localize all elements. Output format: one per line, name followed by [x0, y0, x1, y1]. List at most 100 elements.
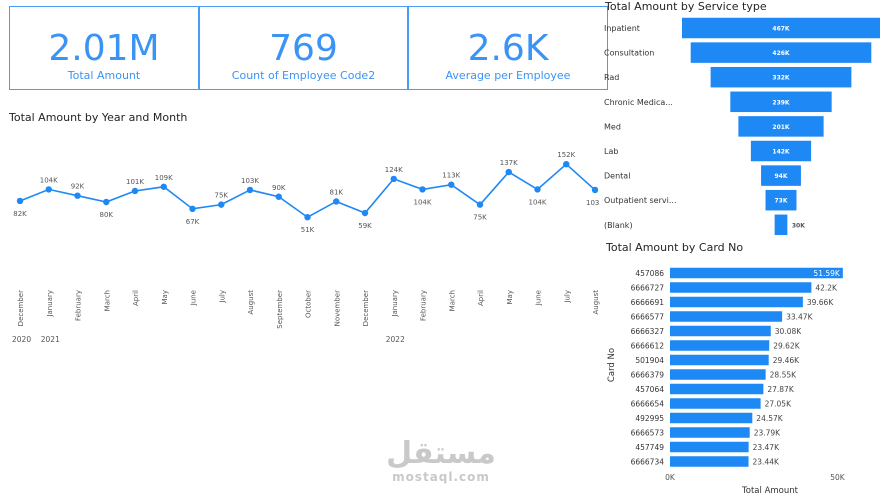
data-label: 332K	[772, 75, 790, 82]
data-point[interactable]	[160, 183, 167, 190]
x-tick-label: March	[103, 290, 111, 311]
x-tick-label: July	[563, 290, 571, 304]
data-label: 92K	[71, 183, 85, 191]
kpi-average-per-employee[interactable]: 2.6K Average per Employee	[408, 6, 608, 90]
data-point[interactable]	[591, 186, 599, 194]
funnel-bar[interactable]	[774, 214, 788, 236]
funnel-bar[interactable]	[682, 17, 880, 39]
bar[interactable]	[670, 369, 766, 380]
category-label: 6666654	[631, 400, 665, 409]
bar[interactable]	[670, 456, 749, 467]
kpi-employee-count[interactable]: 769 Count of Employee Code2	[199, 6, 408, 90]
bar[interactable]	[670, 267, 843, 279]
x-tick-label: May	[161, 290, 169, 304]
bar[interactable]	[670, 412, 753, 424]
data-label: 28.55K	[770, 371, 797, 380]
data-point[interactable]	[45, 186, 52, 193]
kpi-value: 769	[269, 28, 338, 69]
data-point[interactable]	[275, 193, 282, 200]
line-chart[interactable]: 82K December 104K January 92K February 80K Marc…	[0, 130, 600, 370]
bar[interactable]	[670, 441, 749, 453]
data-label: 201K	[772, 124, 790, 131]
data-label: 81K	[330, 188, 344, 196]
funnel-bar[interactable]	[730, 91, 832, 113]
data-point[interactable]	[131, 187, 139, 195]
bar[interactable]	[670, 282, 812, 293]
data-label: 142K	[772, 149, 790, 156]
bar[interactable]	[670, 398, 761, 409]
x-tick-label: December	[17, 290, 25, 326]
x-tick-label: June	[535, 290, 543, 306]
bar[interactable]	[670, 383, 764, 395]
x-tick-label: June	[190, 290, 198, 306]
data-point[interactable]	[304, 214, 311, 221]
category-label: 492995	[635, 414, 664, 423]
funnel-bar[interactable]	[761, 165, 801, 186]
watermark-latin: mostaql.com	[392, 470, 490, 484]
category-label: 6666577	[631, 313, 665, 322]
data-label: 27.05K	[765, 400, 792, 409]
data-point[interactable]	[476, 201, 484, 208]
category-label: 6666379	[631, 371, 665, 380]
data-point[interactable]	[218, 201, 225, 208]
category-label: 6666327	[631, 327, 665, 336]
data-point[interactable]	[563, 161, 570, 168]
funnel-chart-title: Total Amount by Service type	[605, 0, 767, 13]
bar[interactable]	[670, 296, 803, 308]
data-label: 59K	[358, 222, 372, 230]
x-tick-label: August	[592, 290, 600, 315]
data-label: 29.46K	[773, 356, 800, 365]
funnel-bar[interactable]	[738, 116, 824, 137]
data-point[interactable]	[103, 198, 110, 206]
data-point[interactable]	[390, 175, 397, 183]
bar-chart[interactable]: 457086 51.59K 6666727 42.2K 6666691 39.66K 666…	[600, 253, 883, 498]
data-point[interactable]	[361, 209, 369, 217]
funnel-bar[interactable]	[750, 140, 812, 162]
category-label: Consultation	[604, 49, 654, 58]
data-point[interactable]	[246, 186, 254, 194]
data-point[interactable]	[419, 186, 426, 193]
category-label: 6666734	[631, 458, 665, 467]
bar[interactable]	[670, 340, 770, 351]
funnel-bar[interactable]	[710, 66, 852, 88]
category-label: Inpatient	[604, 24, 640, 33]
data-label: 23.47K	[753, 443, 780, 452]
data-label: 24.57K	[756, 414, 783, 423]
data-point[interactable]	[16, 197, 24, 205]
data-point[interactable]	[333, 198, 340, 205]
data-label: 75K	[473, 214, 487, 222]
data-label: 113K	[442, 172, 460, 180]
funnel-bar[interactable]	[765, 189, 797, 211]
watermark-arabic: مستقل	[386, 436, 496, 471]
x-tick-label: November	[333, 290, 341, 327]
category-label: 457086	[635, 269, 664, 278]
kpi-label: Total Amount	[67, 69, 141, 82]
x-tick-label: April	[132, 290, 140, 306]
data-label: 23.44K	[753, 458, 780, 467]
year-label: 2020	[12, 335, 31, 344]
funnel-bar[interactable]	[690, 42, 872, 63]
bar[interactable]	[670, 427, 750, 438]
data-label: 104K	[414, 198, 432, 206]
bar[interactable]	[670, 325, 771, 337]
data-label: 29.62K	[773, 342, 800, 351]
kpi-label: Average per Employee	[445, 69, 571, 82]
category-label: (Blank)	[604, 221, 633, 230]
funnel-chart[interactable]: Inpatient 467K Consultation 426K Rad 332K Chro…	[600, 12, 883, 237]
data-label: 67K	[186, 218, 200, 226]
kpi-total-amount[interactable]: 2.01M Total Amount	[9, 6, 199, 90]
data-label: 103K	[241, 177, 259, 185]
data-point[interactable]	[448, 181, 455, 188]
data-label: 90K	[272, 184, 286, 192]
bar[interactable]	[670, 311, 783, 322]
data-point[interactable]	[189, 205, 196, 213]
x-tick-label: July	[218, 290, 226, 304]
category-label: 6666612	[631, 342, 665, 351]
x-tick-label: December	[362, 290, 370, 326]
data-point[interactable]	[534, 186, 541, 193]
data-point[interactable]	[74, 192, 81, 199]
data-label: 30K	[792, 222, 805, 229]
data-point[interactable]	[505, 168, 512, 176]
bar[interactable]	[670, 354, 769, 366]
kpi-value: 2.6K	[467, 28, 549, 69]
